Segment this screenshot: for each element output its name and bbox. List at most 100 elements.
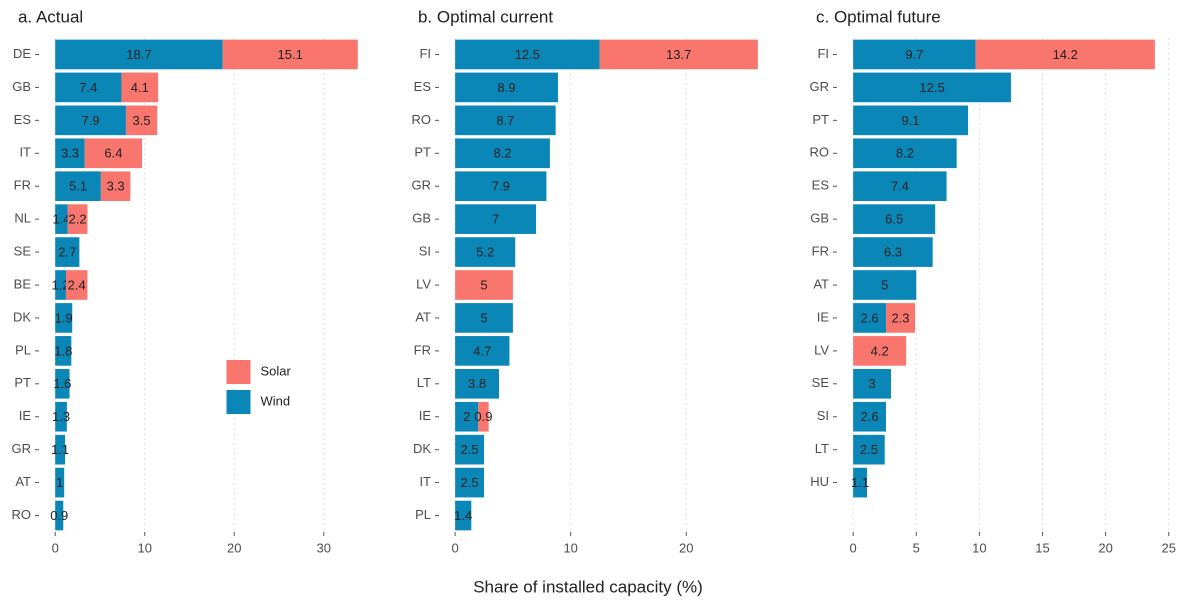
bar-segment [853, 467, 868, 498]
bar-segment [853, 171, 947, 202]
bar-segment [67, 204, 88, 234]
bar-segment [599, 39, 758, 70]
data-label: 9.7 [905, 47, 923, 62]
data-label: 2.3 [891, 310, 909, 325]
y-tick-label: SI [419, 244, 431, 259]
legend-swatch [226, 360, 251, 384]
bar-segment [455, 401, 479, 432]
data-label: 2 [463, 409, 470, 424]
y-tick-label: PL [415, 507, 431, 522]
y-tick-label: GB [810, 211, 829, 226]
bar-segment [455, 105, 556, 136]
data-label: 6.3 [884, 245, 902, 260]
x-tick-label: 5 [913, 540, 920, 555]
data-label: 0.9 [474, 409, 492, 424]
panel-title: a. Actual [18, 7, 83, 26]
x-tick-label: 0 [52, 540, 59, 555]
bar-segment [853, 303, 886, 333]
bar-segment [55, 500, 64, 531]
y-tick-label: ES [812, 178, 830, 193]
bar-segment [84, 138, 143, 169]
y-tick-label: RO [412, 112, 432, 127]
y-tick-label: SE [812, 375, 830, 390]
bar-segment [853, 72, 1011, 103]
data-label: 12.5 [515, 47, 540, 62]
bar-segment [55, 401, 67, 432]
legend-label: Wind [260, 393, 290, 408]
bar-segment [853, 105, 969, 136]
x-tick-label: 0 [850, 540, 857, 555]
y-tick-label: GB [412, 211, 431, 226]
data-label: 3.8 [468, 376, 486, 391]
y-tick-label: AT [415, 309, 431, 324]
bar-segment [100, 171, 131, 202]
bar-segment [455, 336, 510, 366]
legend-label: Solar [260, 363, 291, 378]
bar-segment [55, 72, 122, 103]
x-tick-label: 10 [972, 540, 986, 555]
y-tick-label: ES [14, 112, 32, 127]
bar-segment [853, 204, 936, 234]
x-tick-label: 20 [1098, 540, 1112, 555]
data-label: 3 [868, 376, 875, 391]
data-label: 3.3 [61, 146, 79, 161]
data-label: 4.2 [871, 343, 889, 358]
bar-segment [55, 105, 126, 136]
y-tick-label: ES [414, 79, 432, 94]
y-tick-label: FR [812, 244, 829, 259]
x-tick-label: 10 [137, 540, 151, 555]
data-label: 1.4 [52, 212, 70, 227]
y-tick-label: AT [813, 276, 829, 291]
y-tick-label: IT [19, 145, 31, 160]
data-label: 1.4 [454, 508, 472, 523]
data-label: 1.8 [54, 343, 72, 358]
y-tick-label: PL [15, 342, 31, 357]
bar-segment [455, 368, 500, 399]
y-tick-label: SI [817, 408, 829, 423]
bar-segment [853, 336, 907, 366]
y-tick-label: DK [13, 309, 31, 324]
data-label: 2.6 [861, 409, 879, 424]
bar-segment [55, 270, 66, 300]
x-tick-label: 20 [227, 540, 241, 555]
data-label: 2.5 [860, 442, 878, 457]
data-label: 13.7 [666, 47, 691, 62]
bar-segment [55, 434, 66, 465]
bar-segment [455, 237, 516, 267]
bar-segment [125, 105, 158, 136]
y-tick-label: FR [14, 178, 31, 193]
data-label: 7.4 [891, 179, 909, 194]
data-label: 5 [480, 310, 487, 325]
data-label: 3.5 [133, 113, 151, 128]
y-tick-label: LT [815, 441, 829, 456]
y-tick-label: FR [414, 342, 431, 357]
data-label: 2.2 [69, 212, 87, 227]
bar-segment [455, 434, 485, 465]
data-label: 3.3 [107, 179, 125, 194]
bar-segment [455, 303, 513, 333]
data-label: 5 [480, 277, 487, 292]
bar-segment [853, 270, 917, 300]
data-label: 2.6 [861, 310, 879, 325]
y-tick-label: PT [414, 145, 431, 160]
y-tick-label: RO [12, 507, 32, 522]
y-tick-label: DE [13, 46, 31, 61]
bar-segment [121, 72, 159, 103]
data-label: 2.7 [58, 245, 76, 260]
data-label: 1 [56, 475, 63, 490]
bar-segment [455, 171, 547, 202]
x-tick-label: 25 [1162, 540, 1176, 555]
data-label: 8.9 [498, 80, 516, 95]
bar-segment [853, 138, 957, 169]
y-tick-label: GR [12, 441, 32, 456]
data-label: 2.4 [68, 277, 86, 292]
data-label: 1.1 [51, 442, 69, 457]
panel-title: b. Optimal current [418, 7, 553, 26]
y-tick-label: GR [412, 178, 432, 193]
bar-segment [455, 138, 550, 169]
y-tick-label: IE [419, 408, 432, 423]
y-tick-label: RO [810, 145, 830, 160]
y-tick-label: PT [812, 112, 829, 127]
data-label: 7.9 [492, 179, 510, 194]
